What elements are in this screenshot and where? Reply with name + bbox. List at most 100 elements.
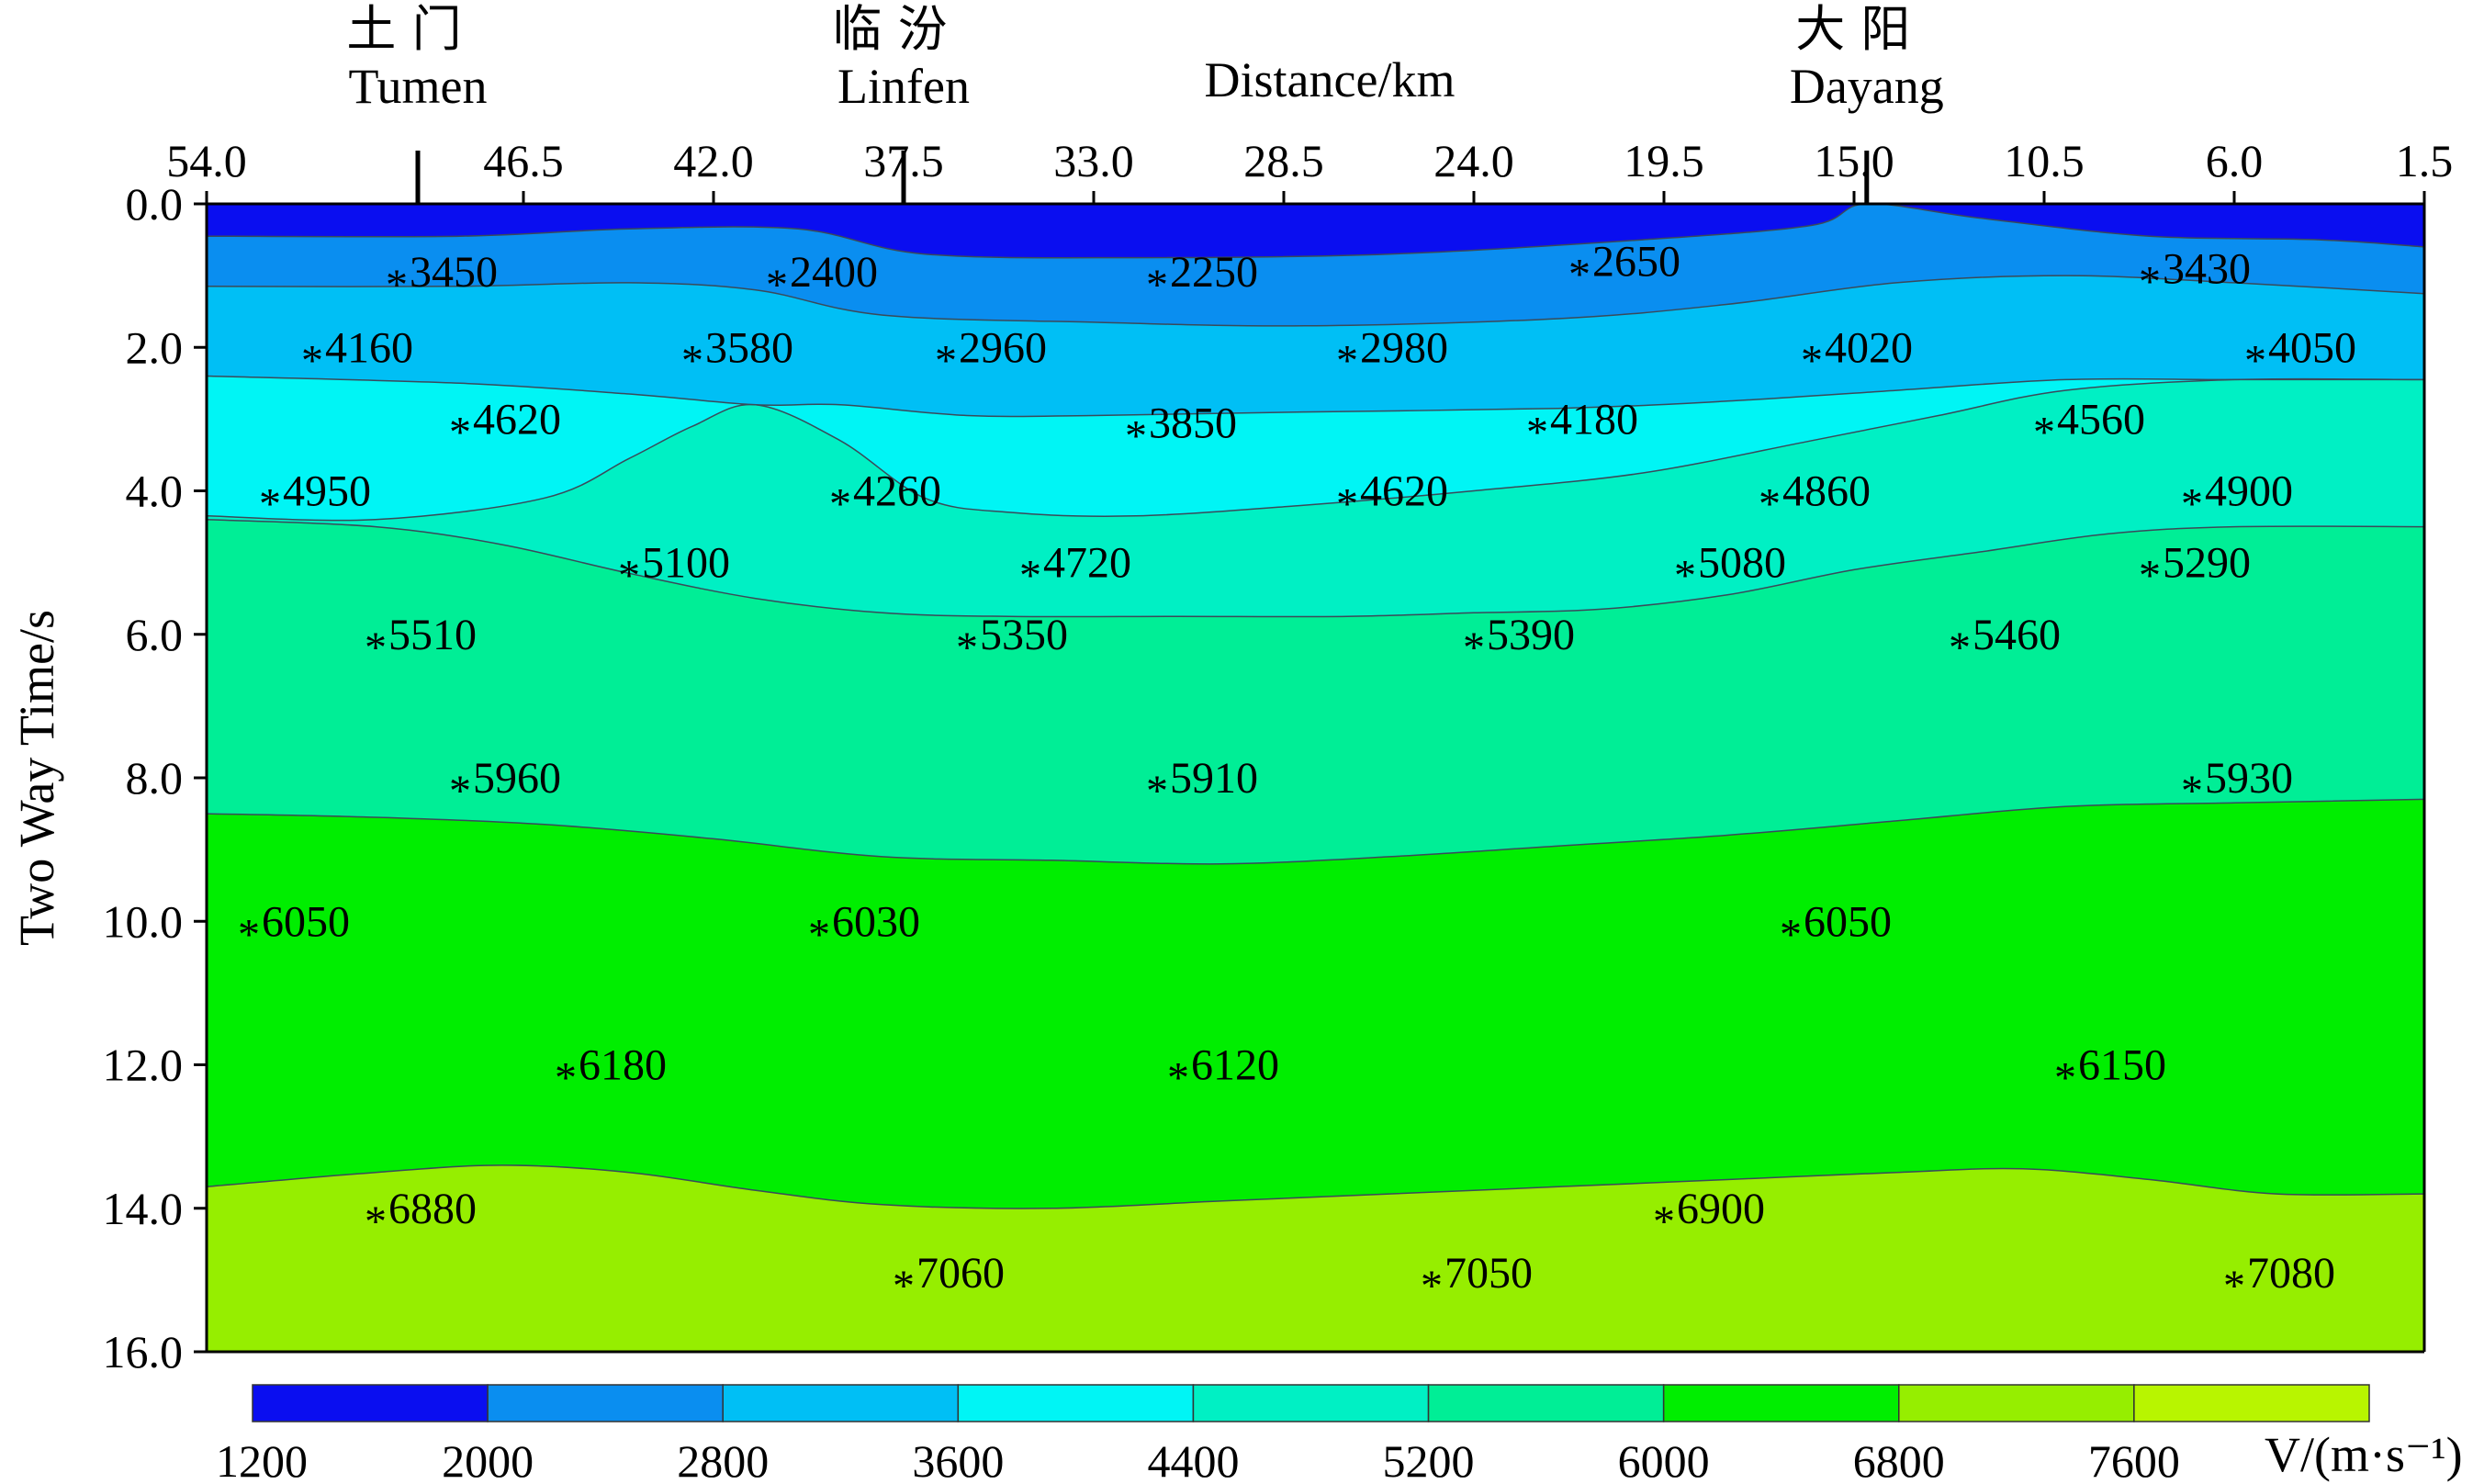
point-marker: *: [1019, 552, 1041, 601]
colorbar-tick-label: 2000: [442, 1435, 534, 1484]
point-marker: *: [555, 1054, 577, 1103]
point-marker: *: [1526, 408, 1548, 456]
point-marker: *: [1463, 624, 1485, 672]
point-marker: *: [2223, 1262, 2245, 1310]
x-tick-label: 6.0: [2206, 135, 2264, 186]
point-label: 2650: [1592, 238, 1680, 287]
point-label: 3450: [410, 248, 498, 297]
location-name-cn: 临 汾: [832, 0, 947, 58]
colorbar-segment: [2133, 1384, 2370, 1422]
point-label: 5910: [1170, 754, 1258, 803]
point-label: 4560: [2057, 395, 2145, 444]
point-marker: *: [681, 336, 703, 385]
point-marker: *: [259, 480, 281, 529]
x-tick-label: 19.5: [1624, 135, 1704, 186]
point-marker: *: [386, 261, 408, 309]
point-marker: *: [238, 910, 260, 959]
y-tick-label: 14.0: [103, 1183, 184, 1234]
x-tick-label: 33.0: [1053, 135, 1134, 186]
y-tick-label: 0.0: [126, 178, 184, 230]
location-name-cn: 土 门: [346, 0, 461, 58]
layer-boundary-1: [206, 203, 2425, 259]
x-axis-title: Distance/km: [1205, 52, 1456, 107]
colorbar-tick-label: 1200: [216, 1435, 308, 1484]
point-label: 5350: [980, 611, 1068, 659]
colorbar-segment: [1427, 1384, 1665, 1422]
point-label: 4620: [1360, 467, 1448, 516]
point-marker: *: [1421, 1262, 1443, 1310]
location-name-en: Dayang: [1790, 59, 1944, 114]
location-name-en: Tumen: [348, 59, 487, 114]
point-label: 2250: [1170, 248, 1258, 297]
point-marker: *: [365, 624, 387, 672]
point-marker: *: [365, 1197, 387, 1246]
y-tick-label: 12.0: [103, 1040, 184, 1091]
point-label: 4020: [1825, 323, 1913, 372]
point-label: 5460: [1973, 611, 2061, 659]
point-label: 6030: [832, 897, 920, 946]
x-tick-label: 54.0: [166, 135, 247, 186]
colorbar-segment: [1192, 1384, 1430, 1422]
point-label: 6180: [579, 1041, 667, 1090]
point-marker: *: [1146, 767, 1168, 815]
location-name-cn: 大 阳: [1795, 0, 1910, 58]
point-marker: *: [1759, 480, 1781, 529]
point-label: 2400: [790, 248, 878, 297]
colorbar-tick-label: 3600: [912, 1435, 1004, 1484]
point-marker: *: [935, 336, 957, 385]
point-label: 6880: [388, 1185, 477, 1233]
point-marker: *: [2181, 480, 2203, 529]
y-tick-label: 10.0: [103, 895, 184, 947]
colorbar-segment: [1898, 1384, 2135, 1422]
point-label: 5080: [1698, 539, 1786, 588]
point-marker: *: [1780, 910, 1802, 959]
point-marker: *: [1801, 336, 1823, 385]
colorbar-tick-label: 6000: [1618, 1435, 1710, 1484]
point-label: 5390: [1487, 611, 1575, 659]
point-marker: *: [1336, 480, 1358, 529]
x-tick-label: 42.0: [673, 135, 754, 186]
point-marker: *: [1653, 1197, 1675, 1246]
point-marker: *: [2181, 767, 2203, 815]
layer-boundaries: [206, 203, 2425, 1209]
point-marker: *: [301, 336, 323, 385]
point-marker: *: [1146, 261, 1168, 309]
point-label: 5100: [642, 539, 730, 588]
y-tick-label: 4.0: [126, 466, 184, 517]
colorbar-segment: [1662, 1384, 1900, 1422]
velocity-layers: [207, 203, 2424, 1353]
point-label: 4950: [283, 467, 371, 516]
layer-boundary-5: [206, 519, 2425, 618]
point-marker: *: [618, 552, 640, 601]
layer-boundary-6: [206, 798, 2425, 865]
point-marker: *: [2033, 408, 2055, 456]
point-marker: *: [1167, 1054, 1189, 1103]
location-name-en: Linfen: [837, 59, 970, 114]
x-tick-label: 15.0: [1814, 135, 1894, 186]
y-axis-title: Two Way Time/s: [9, 610, 64, 946]
point-label: 6150: [2078, 1041, 2166, 1090]
point-label: 6120: [1191, 1041, 1279, 1090]
point-label: 2960: [959, 323, 1047, 372]
x-tick-label: 10.5: [2004, 135, 2085, 186]
point-marker: *: [766, 261, 788, 309]
point-label: 7060: [916, 1249, 1005, 1298]
point-label: 5960: [473, 754, 561, 803]
colorbar-tick-label: 6800: [1853, 1435, 1945, 1484]
point-label: 5290: [2163, 539, 2251, 588]
point-label: 3580: [705, 323, 793, 372]
point-label: 4620: [473, 395, 561, 444]
colorbar-segment: [722, 1384, 960, 1422]
point-marker: *: [1336, 336, 1358, 385]
point-marker: *: [1949, 624, 1971, 672]
colorbar-tick-label: 4400: [1147, 1435, 1239, 1484]
point-marker: *: [956, 624, 978, 672]
y-tick-label: 16.0: [103, 1326, 184, 1377]
point-label: 5510: [388, 611, 477, 659]
y-tick-label: 6.0: [126, 609, 184, 660]
layer-boundary-7: [206, 1164, 2425, 1209]
point-marker: *: [449, 767, 471, 815]
point-label: 4050: [2268, 323, 2356, 372]
